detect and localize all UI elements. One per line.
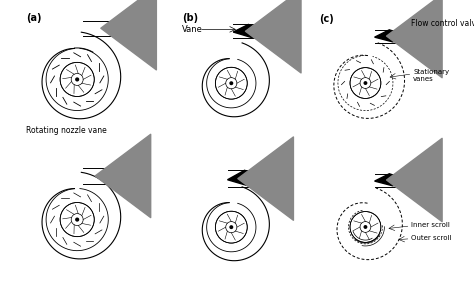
Circle shape (76, 218, 79, 221)
Text: Outer scroll: Outer scroll (411, 235, 452, 241)
Text: Rotating nozzle vane: Rotating nozzle vane (26, 126, 107, 135)
Polygon shape (374, 30, 404, 42)
Text: Flow control valve: Flow control valve (411, 19, 474, 28)
Text: Stationary
vanes: Stationary vanes (413, 69, 449, 82)
Circle shape (76, 78, 79, 81)
Text: Inner scroll: Inner scroll (411, 222, 450, 228)
Circle shape (364, 226, 367, 228)
Text: (b): (b) (182, 13, 198, 23)
Text: Vane: Vane (182, 25, 203, 34)
Text: (c): (c) (319, 14, 334, 25)
Polygon shape (233, 25, 264, 38)
Polygon shape (228, 170, 261, 186)
Text: (a): (a) (26, 13, 42, 23)
Circle shape (230, 82, 233, 85)
Polygon shape (374, 174, 404, 186)
Circle shape (230, 226, 233, 228)
Circle shape (364, 82, 367, 84)
